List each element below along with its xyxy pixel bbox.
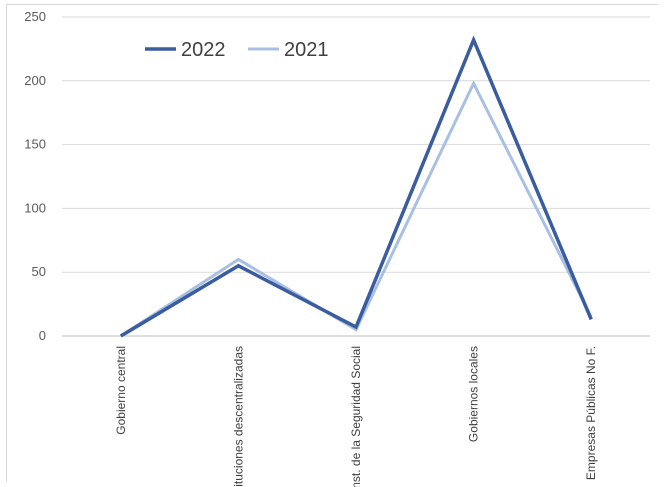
legend: 2022 2021 xyxy=(145,39,329,61)
series-lines xyxy=(119,35,593,338)
x-category-label: Inst. de la Seguridad Social xyxy=(349,346,363,487)
legend-label-2021: 2021 xyxy=(284,39,329,61)
x-category-label: Gobierno central xyxy=(114,346,128,435)
y-tick-label: 150 xyxy=(24,137,46,152)
series-line-2021 xyxy=(119,79,593,338)
x-axis: Gobierno central Instituciones descentral… xyxy=(114,346,598,487)
gridlines xyxy=(62,16,650,337)
series-line-2022 xyxy=(119,35,593,338)
y-tick-label: 0 xyxy=(39,328,46,343)
y-tick-label: 200 xyxy=(24,73,46,88)
x-category-label: Instituciones descentralizadas xyxy=(231,346,245,487)
y-axis: 0 50 100 150 200 250 xyxy=(24,9,46,343)
x-category-label: Empresas Públicas No F. xyxy=(584,346,598,480)
x-category-label: Gobiernos locales xyxy=(467,346,481,442)
legend-label-2022: 2022 xyxy=(181,39,226,61)
y-tick-label: 100 xyxy=(24,200,46,215)
chart-frame xyxy=(6,4,658,482)
y-tick-label: 250 xyxy=(24,9,46,24)
y-tick-label: 50 xyxy=(32,264,46,279)
